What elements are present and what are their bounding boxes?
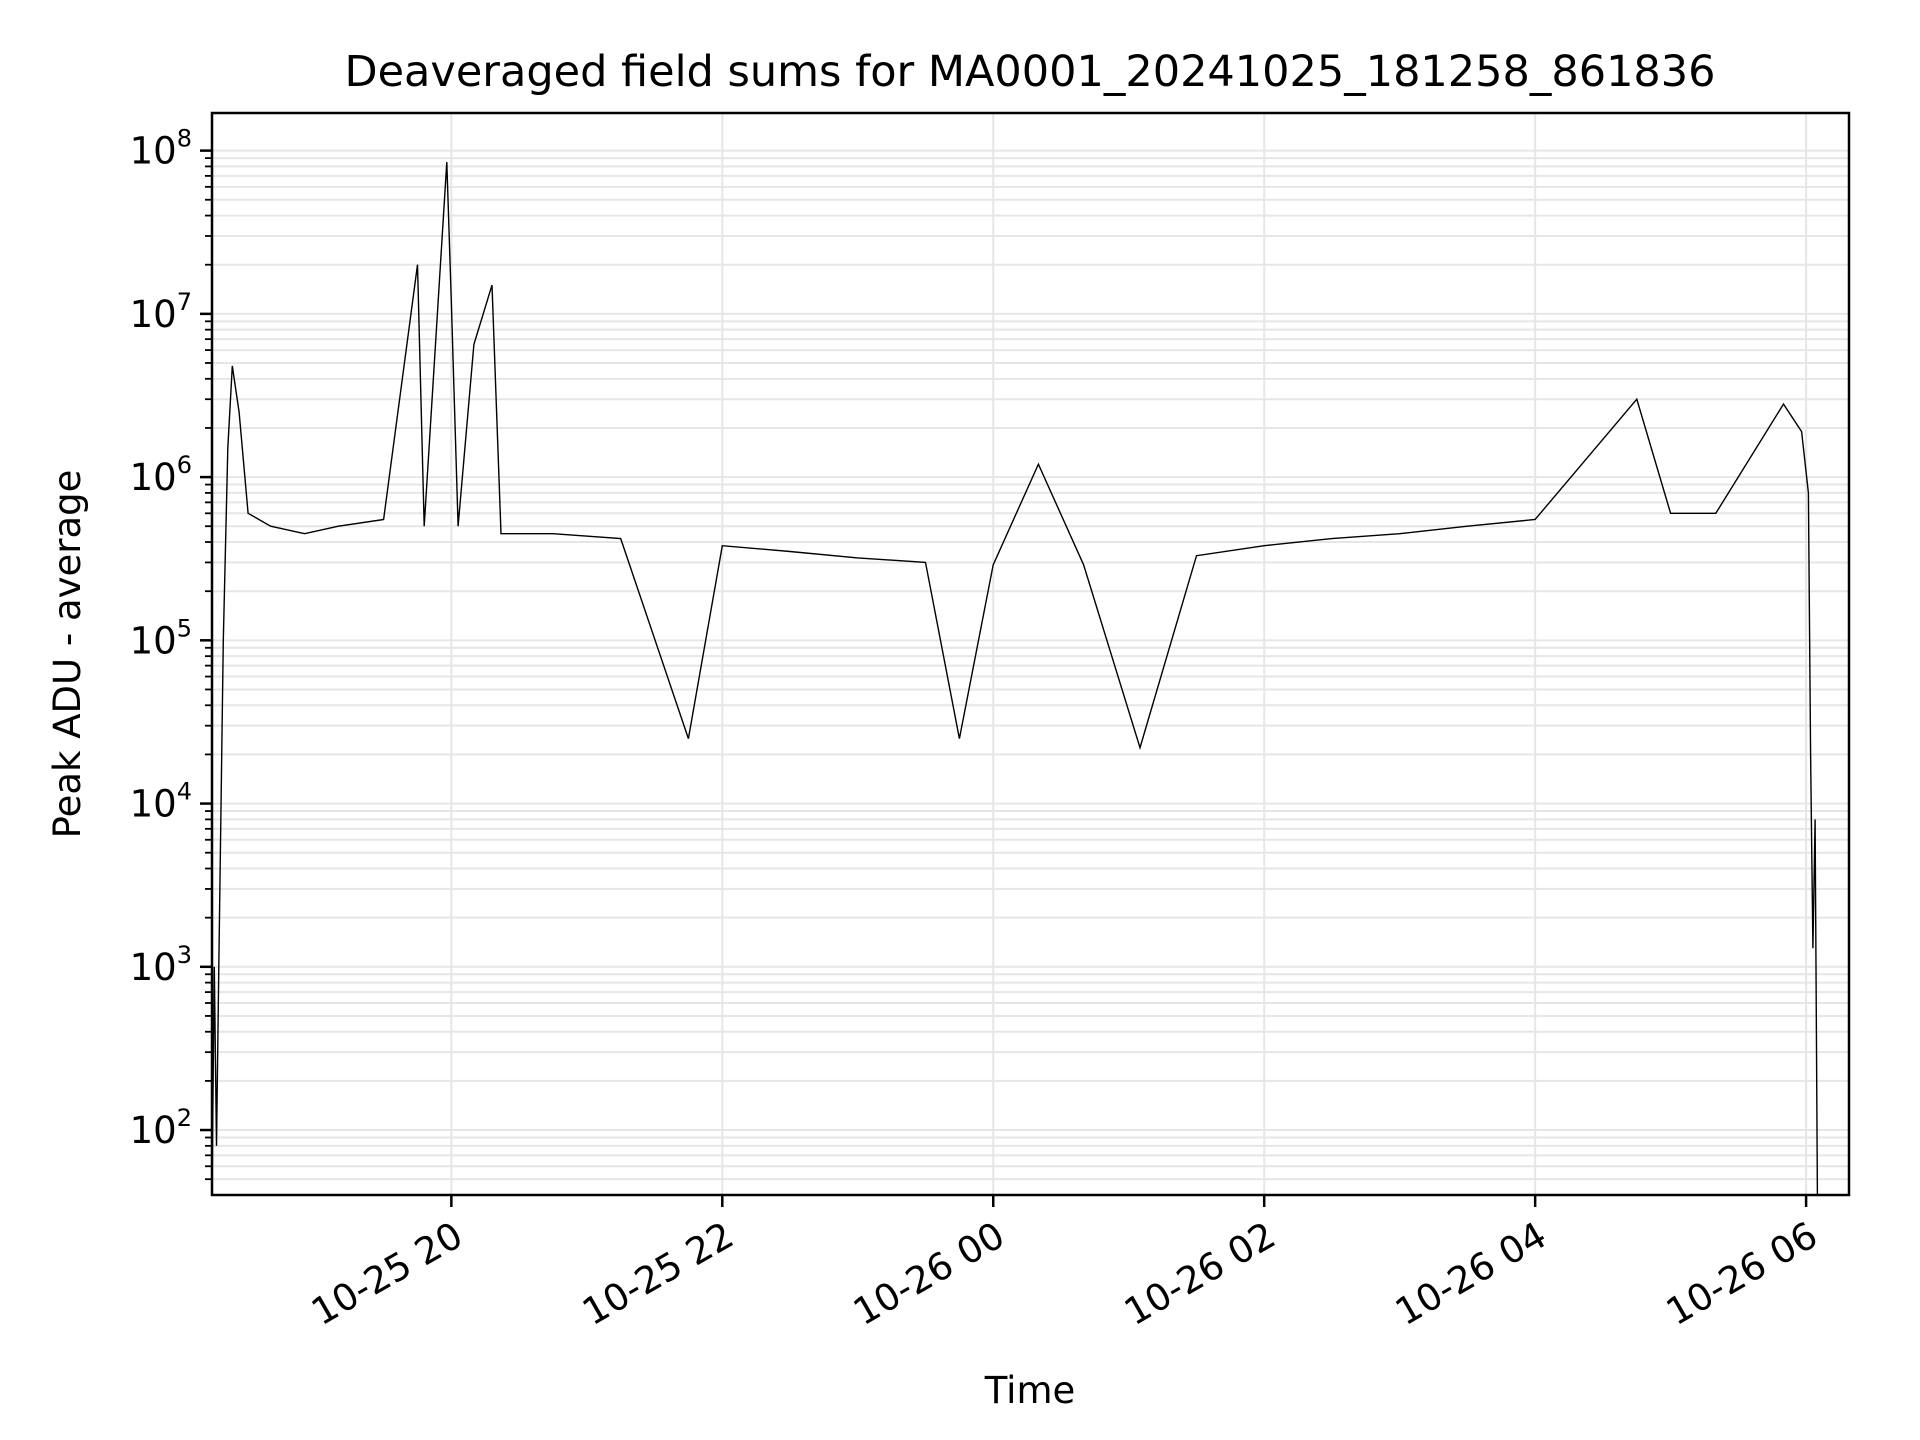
y-tick-label: 102	[130, 1104, 192, 1152]
series-line	[211, 162, 1819, 1196]
chart-title: Deaveraged field sums for MA0001_2024102…	[344, 47, 1715, 97]
grid-layer	[212, 113, 1849, 1195]
y-tick-label: 105	[130, 614, 192, 662]
series-layer	[211, 162, 1819, 1196]
y-tick-label: 108	[130, 125, 192, 173]
x-axis-label: Time	[984, 1369, 1076, 1412]
y-tick-label: 107	[130, 288, 192, 336]
y-axis-label: Peak ADU - average	[46, 470, 89, 839]
y-tick-label: 106	[130, 451, 192, 499]
y-tick-label: 103	[130, 941, 192, 989]
y-tick-label: 104	[130, 778, 192, 826]
plot-area-frame	[210, 111, 1851, 1197]
